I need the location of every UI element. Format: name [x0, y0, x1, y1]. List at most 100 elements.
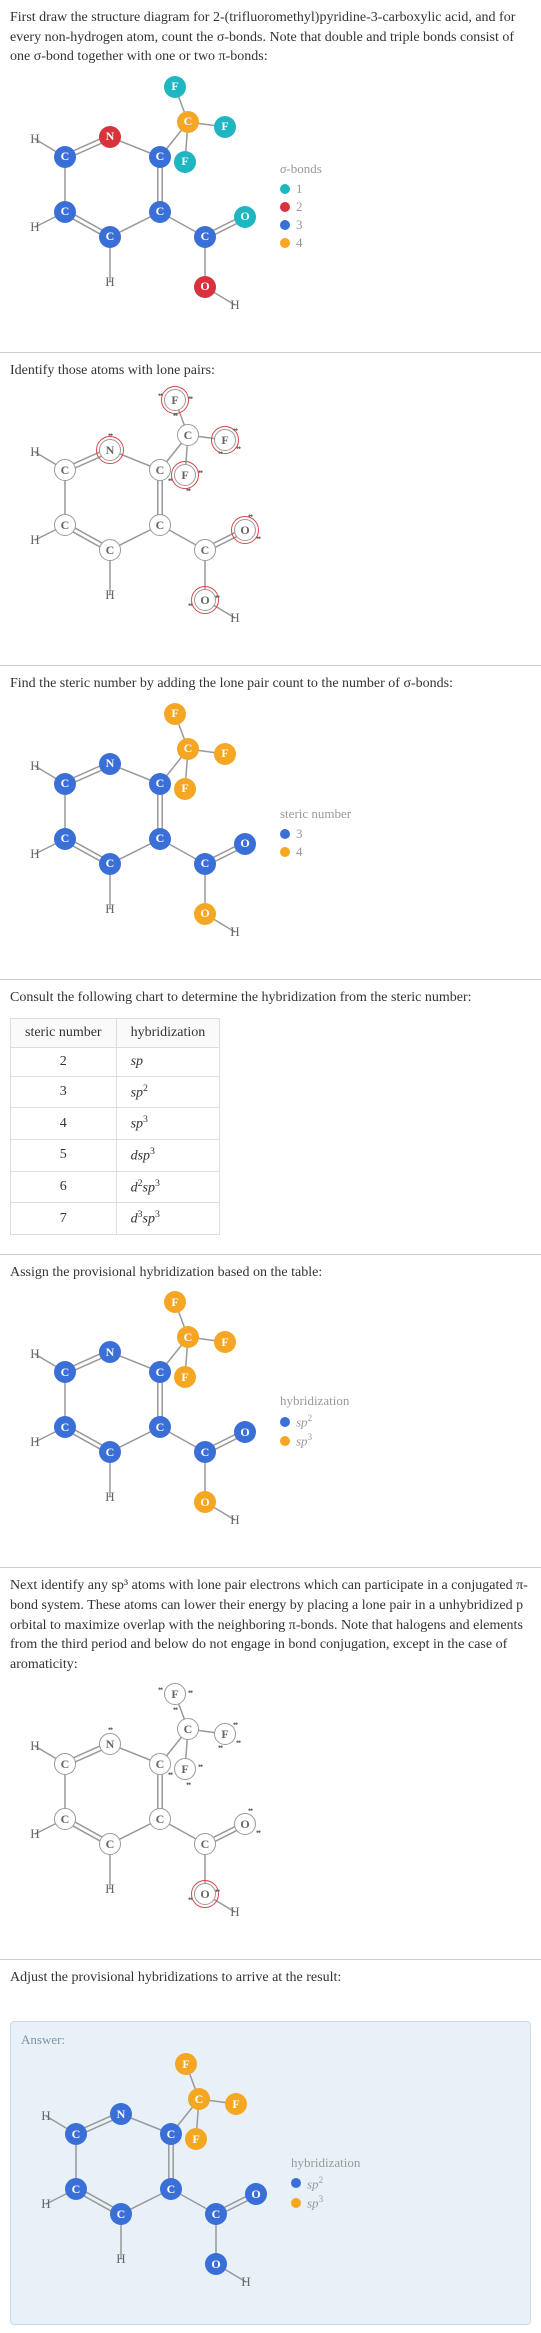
- atom: C: [149, 146, 171, 168]
- atom: F: [164, 76, 186, 98]
- atom: C: [54, 828, 76, 850]
- atom: N: [99, 753, 121, 775]
- atom: C: [54, 1753, 76, 1775]
- lone-pair: ••: [236, 1737, 240, 1747]
- atom: C: [54, 1808, 76, 1830]
- lone-pair: ••: [158, 1684, 162, 1694]
- legend-final: hybridization sp2 sp3: [291, 2155, 360, 2214]
- legend-hyb: hybridizationsp2sp3: [280, 1393, 349, 1452]
- atom: C: [54, 146, 76, 168]
- atom: C: [54, 459, 76, 481]
- atom: C: [194, 853, 216, 875]
- atom: O: [194, 589, 216, 611]
- legend-item: sp2: [291, 2175, 360, 2192]
- step-1-text: First draw the structure diagram for 2-(…: [10, 8, 531, 67]
- h-label: H: [116, 2251, 125, 2267]
- step-4: Consult the following chart to determine…: [0, 980, 541, 1255]
- lone-pair: ••: [215, 592, 219, 602]
- lone-pair: ••: [198, 467, 202, 477]
- atom: O: [194, 903, 216, 925]
- atom: C: [188, 2088, 210, 2110]
- atom: N: [99, 126, 121, 148]
- table-row: 5dsp3: [11, 1139, 220, 1171]
- atom: C: [205, 2203, 227, 2225]
- h-label: H: [30, 1346, 39, 1362]
- atom: N: [99, 439, 121, 461]
- h-label: H: [105, 901, 114, 917]
- atom: F: [164, 389, 186, 411]
- step-4-text: Consult the following chart to determine…: [10, 988, 531, 1008]
- atom: C: [194, 1833, 216, 1855]
- lone-pair: ••: [188, 1894, 192, 1904]
- legend-title: hybridization: [291, 2155, 360, 2171]
- atom: O: [234, 833, 256, 855]
- atom: C: [149, 1416, 171, 1438]
- atom: C: [54, 514, 76, 536]
- atom: C: [149, 201, 171, 223]
- atom: C: [99, 853, 121, 875]
- atom: N: [99, 1341, 121, 1363]
- lone-pair: ••: [256, 533, 260, 543]
- lone-pair: ••: [236, 443, 240, 453]
- atom: C: [177, 1718, 199, 1740]
- table-row: 7d3sp3: [11, 1203, 220, 1235]
- table-row: 2sp: [11, 1047, 220, 1076]
- table-row: 6d2sp3: [11, 1171, 220, 1203]
- table-row: 3sp2: [11, 1076, 220, 1108]
- diagram-conjugation: NCCCCCCFFFCOOHHHH•••••••••••••••••••••••…: [10, 1684, 270, 1944]
- lone-pair: ••: [168, 475, 172, 485]
- atom: F: [214, 1331, 236, 1353]
- legend-title: steric number: [280, 806, 351, 822]
- atom: C: [149, 1808, 171, 1830]
- step-2-text: Identify those atoms with lone pairs:: [10, 361, 531, 381]
- legend-title: σ-bonds: [280, 161, 322, 177]
- h-label: H: [30, 444, 39, 460]
- h-label: H: [105, 1489, 114, 1505]
- atom: C: [177, 738, 199, 760]
- atom: O: [234, 519, 256, 541]
- step-6: Next identify any sp³ atoms with lone pa…: [0, 1568, 541, 1960]
- atom: C: [194, 1441, 216, 1463]
- atom: C: [99, 1441, 121, 1463]
- step-7-text: Adjust the provisional hybridizations to…: [10, 1968, 531, 1988]
- table-header: steric number: [11, 1018, 117, 1047]
- legend-item: sp3: [291, 2194, 360, 2211]
- lone-pair: ••: [248, 1805, 252, 1815]
- atom: C: [99, 1833, 121, 1855]
- h-label: H: [105, 587, 114, 603]
- h-label: H: [30, 1738, 39, 1754]
- atom: C: [149, 1361, 171, 1383]
- legend-steric: steric number34: [280, 806, 351, 862]
- lone-pair: ••: [168, 1769, 172, 1779]
- atom: F: [175, 2053, 197, 2075]
- lone-pair: ••: [218, 1742, 222, 1752]
- atom: C: [194, 539, 216, 561]
- step-2: Identify those atoms with lone pairs: N C…: [0, 353, 541, 667]
- legend-title: hybridization: [280, 1393, 349, 1409]
- atom: O: [194, 1491, 216, 1513]
- atom: C: [99, 226, 121, 248]
- lone-pair: ••: [188, 1687, 192, 1697]
- atom: C: [54, 1361, 76, 1383]
- diagram-sigma: NCCCCCCFFFCOOHHHH: [10, 77, 270, 337]
- h-label: H: [30, 1434, 39, 1450]
- lone-pair: ••: [186, 485, 190, 495]
- diagram-lonepairs: NCCCCCCFFFCOOHHHH•••••••••••••••••••••••…: [10, 390, 270, 650]
- h-label: H: [30, 846, 39, 862]
- lone-pair: ••: [158, 390, 162, 400]
- h-label: H: [230, 1904, 239, 1920]
- atom: F: [214, 743, 236, 765]
- lone-pair: ••: [233, 1719, 237, 1729]
- atom: F: [225, 2093, 247, 2115]
- h-label: H: [30, 1826, 39, 1842]
- legend-item: 4: [280, 844, 351, 860]
- atom: O: [234, 1813, 256, 1835]
- lone-pair: ••: [218, 448, 222, 458]
- atom: C: [149, 514, 171, 536]
- h-label: H: [30, 758, 39, 774]
- h-label: H: [230, 610, 239, 626]
- atom: O: [205, 2253, 227, 2275]
- step-6-text: Next identify any sp³ atoms with lone pa…: [10, 1576, 531, 1674]
- lone-pair: ••: [188, 600, 192, 610]
- atom: C: [194, 226, 216, 248]
